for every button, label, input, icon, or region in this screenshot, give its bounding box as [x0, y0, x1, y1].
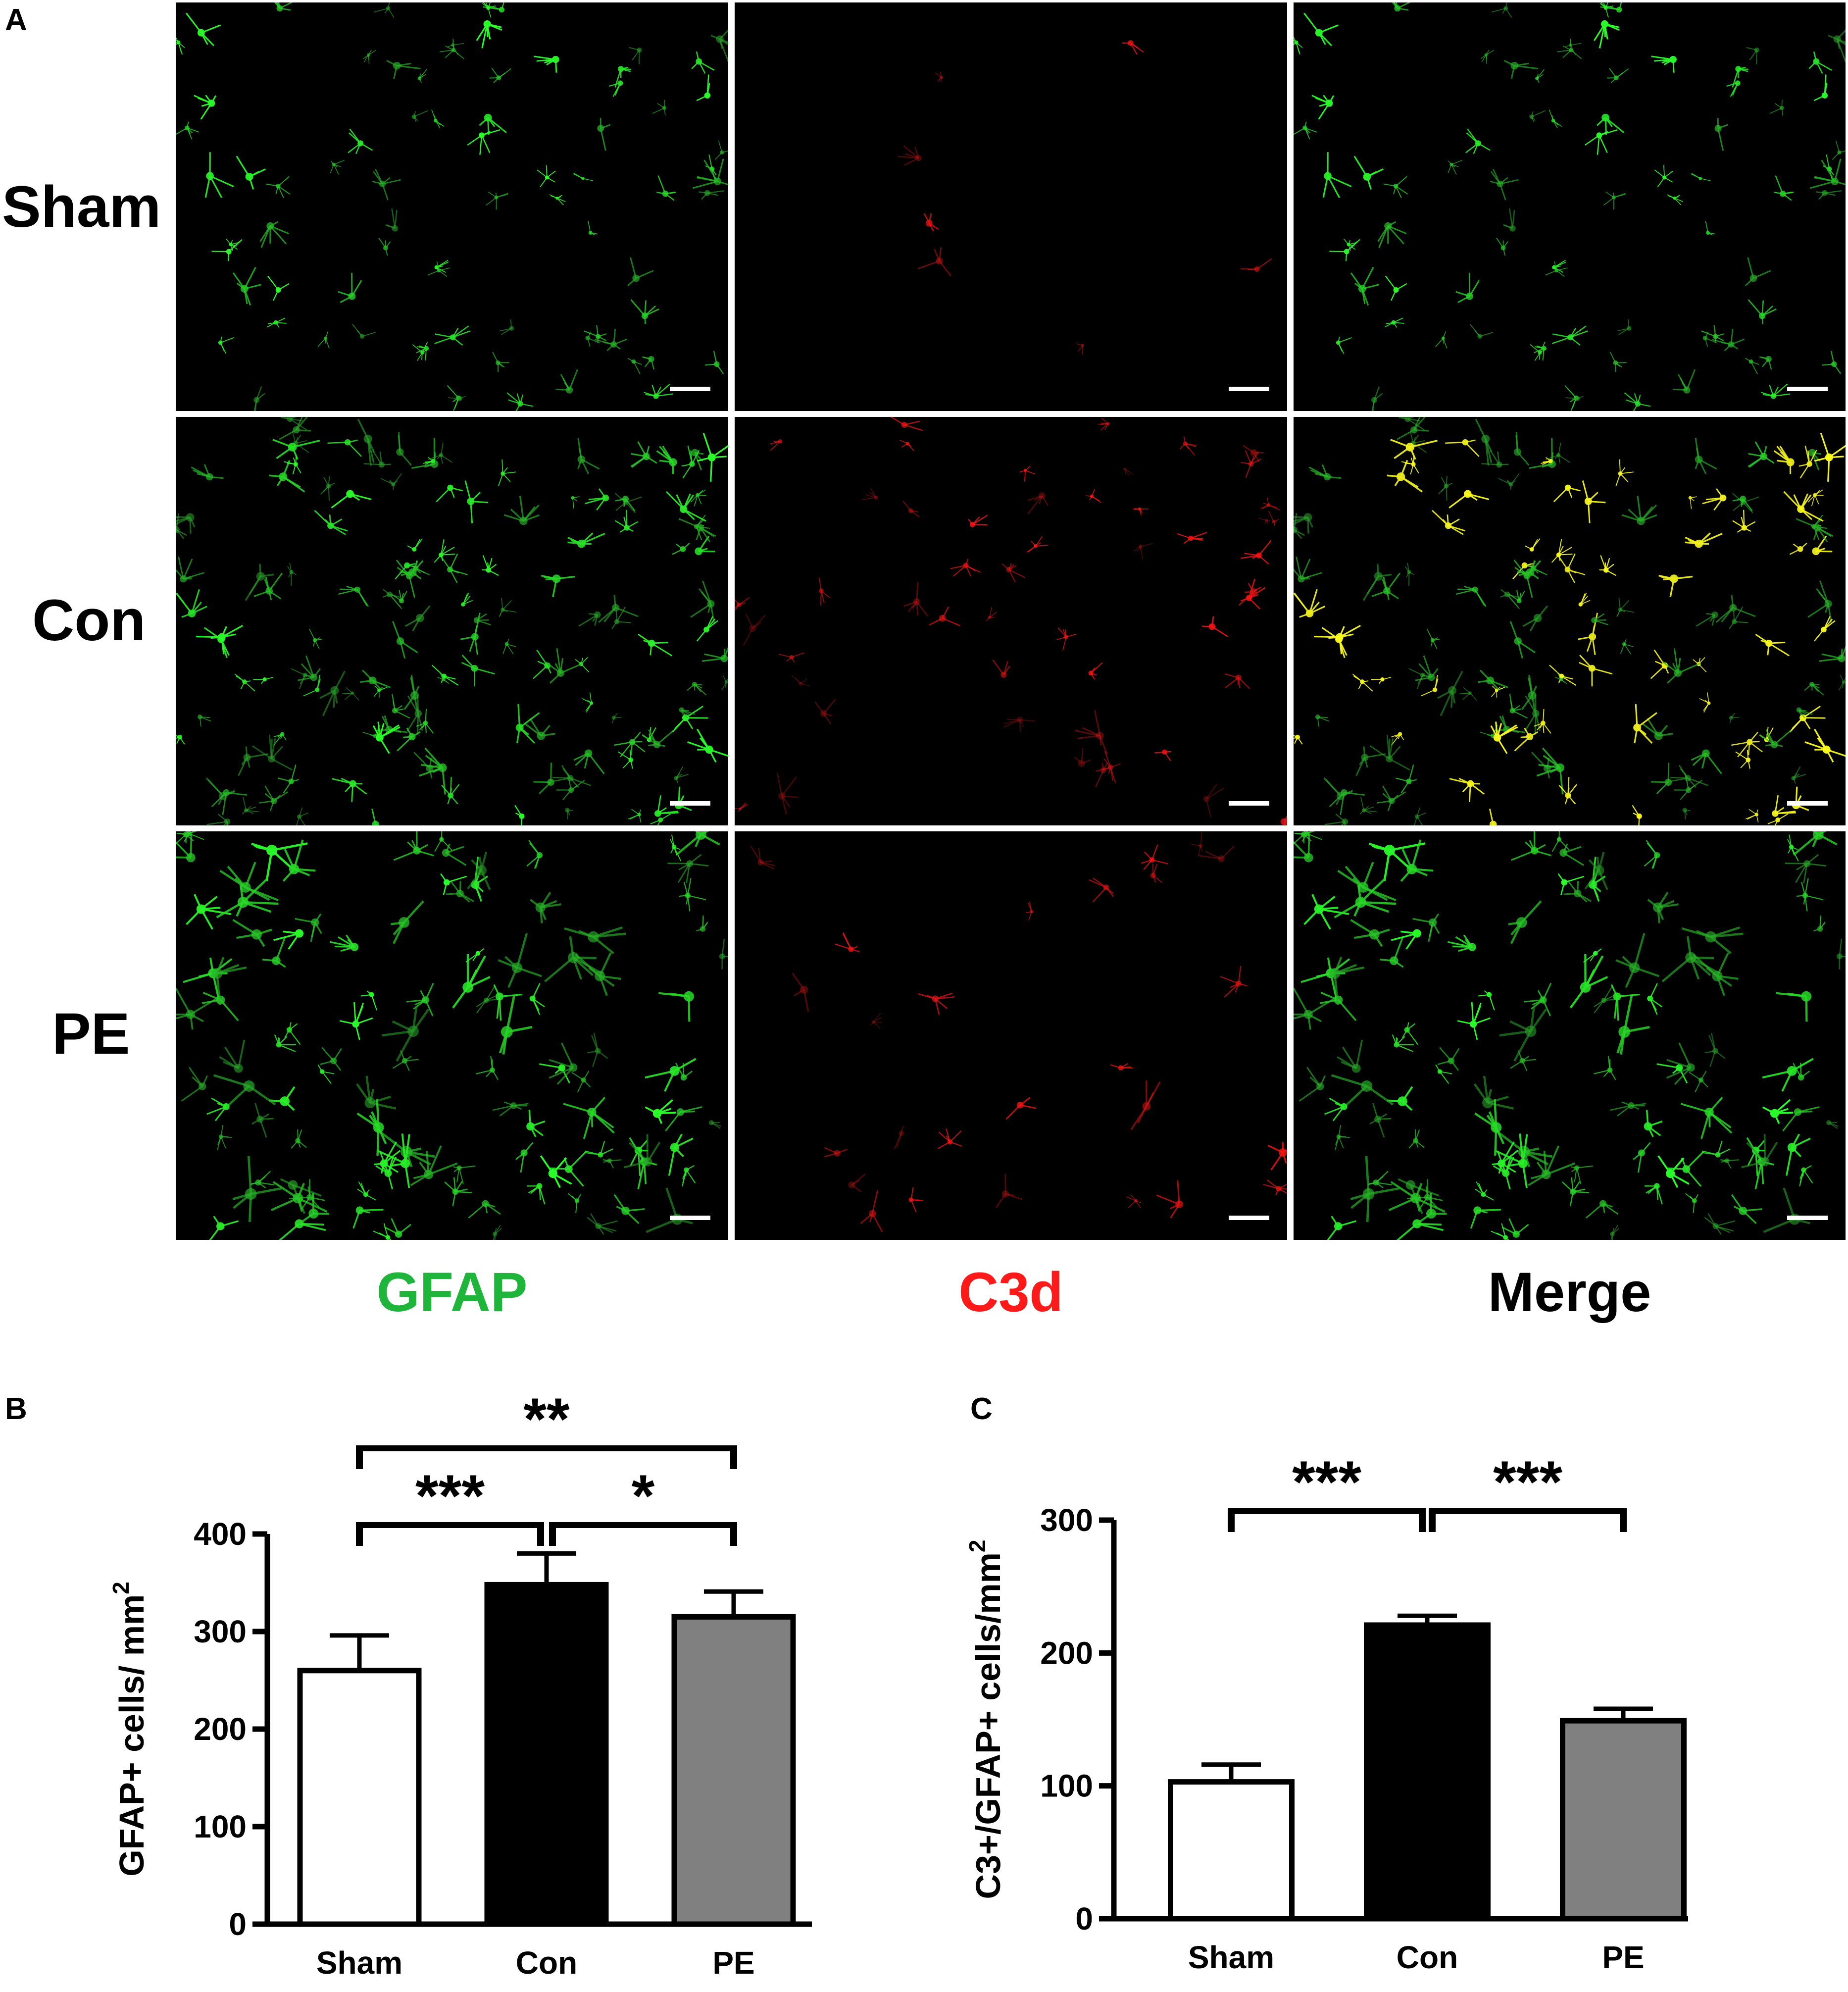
y-tick-label: 200 — [1040, 1635, 1093, 1671]
bar-con — [1364, 1622, 1491, 1922]
scale-bar — [1787, 1216, 1828, 1220]
x-tick-label: Sham — [316, 1945, 402, 1981]
bar-sham — [297, 1668, 422, 1927]
micrograph-sham-c3d — [735, 2, 1287, 411]
scale-bar — [1229, 387, 1269, 391]
fluorescence-texture — [1294, 831, 1846, 1240]
fluorescence-texture — [1294, 417, 1846, 825]
panel-c-letter: C — [970, 1392, 993, 1426]
y-axis-label: C3+/GFAP+ cells/mm2 — [964, 1540, 1007, 1899]
scale-bar — [1787, 387, 1828, 391]
micrograph-pe-c3d — [735, 831, 1287, 1240]
x-tick-label: PE — [712, 1945, 754, 1981]
bar-sham — [1168, 1779, 1295, 1922]
micrograph-pe-gfap — [176, 831, 728, 1240]
y-tick-label: 200 — [194, 1711, 247, 1747]
row-label-pe: PE — [52, 1001, 130, 1067]
x-tick-label: Sham — [1188, 1940, 1274, 1975]
column-label-gfap: GFAP — [376, 1261, 528, 1323]
bar-con — [484, 1582, 609, 1927]
scale-bar — [670, 387, 710, 391]
scale-bar — [1787, 801, 1828, 806]
micrograph-sham-gfap — [176, 2, 728, 411]
scale-bar — [1229, 801, 1269, 806]
y-tick-label: 300 — [1040, 1502, 1093, 1538]
y-tick-label: 0 — [229, 1906, 247, 1942]
scale-bar — [1229, 1216, 1269, 1220]
fluorescence-texture — [176, 2, 728, 411]
y-tick-label: 100 — [194, 1809, 247, 1844]
panel-a-letter: A — [5, 3, 27, 37]
fluorescence-texture — [1294, 2, 1846, 411]
micrograph-con-c3d — [735, 417, 1287, 825]
fluorescence-texture — [176, 417, 728, 825]
x-tick-label: Con — [1397, 1940, 1458, 1975]
significance-stars: ** — [523, 1386, 570, 1452]
row-label-sham: Sham — [2, 174, 161, 240]
significance-stars: * — [632, 1463, 655, 1529]
micrograph-con-gfap — [176, 417, 728, 825]
significance-stars: *** — [1493, 1449, 1562, 1515]
chart-c-c3-gfap-cells: 0 100 200 300 C3+/GFAP+ cells/mm2 Sham Con PE **… — [964, 1449, 1688, 1975]
scale-bar — [670, 801, 710, 806]
column-label-merge: Merge — [1488, 1261, 1651, 1323]
micrograph-sham-merge — [1294, 2, 1846, 411]
x-tick-label: PE — [1602, 1940, 1644, 1975]
fluorescence-texture — [898, 40, 1272, 355]
fluorescence-texture — [750, 832, 1287, 1232]
x-tick-label: Con — [516, 1945, 577, 1981]
y-tick-label: 300 — [194, 1614, 247, 1649]
fluorescence-texture — [735, 417, 1287, 825]
column-label-c3d: C3d — [958, 1261, 1063, 1323]
row-label-con: Con — [32, 588, 146, 653]
fluorescence-texture — [176, 831, 728, 1240]
scale-bar — [670, 1216, 710, 1220]
y-axis-label: GFAP+ cells/ mm2 — [108, 1582, 151, 1877]
significance-stars: *** — [1292, 1449, 1361, 1515]
micrograph-pe-merge — [1294, 831, 1846, 1240]
y-tick-label: 100 — [1040, 1768, 1093, 1804]
bar-pe — [671, 1614, 796, 1927]
y-tick-label: 400 — [194, 1516, 247, 1552]
micrograph-con-merge — [1294, 417, 1846, 825]
significance-stars: *** — [415, 1463, 485, 1529]
bar-pe — [1560, 1718, 1687, 1922]
panel-b-letter: B — [5, 1392, 27, 1426]
y-tick-label: 0 — [1075, 1901, 1093, 1937]
y-axis-label-superscript: 2 — [964, 1540, 990, 1553]
y-axis-label-superscript: 2 — [108, 1582, 134, 1594]
